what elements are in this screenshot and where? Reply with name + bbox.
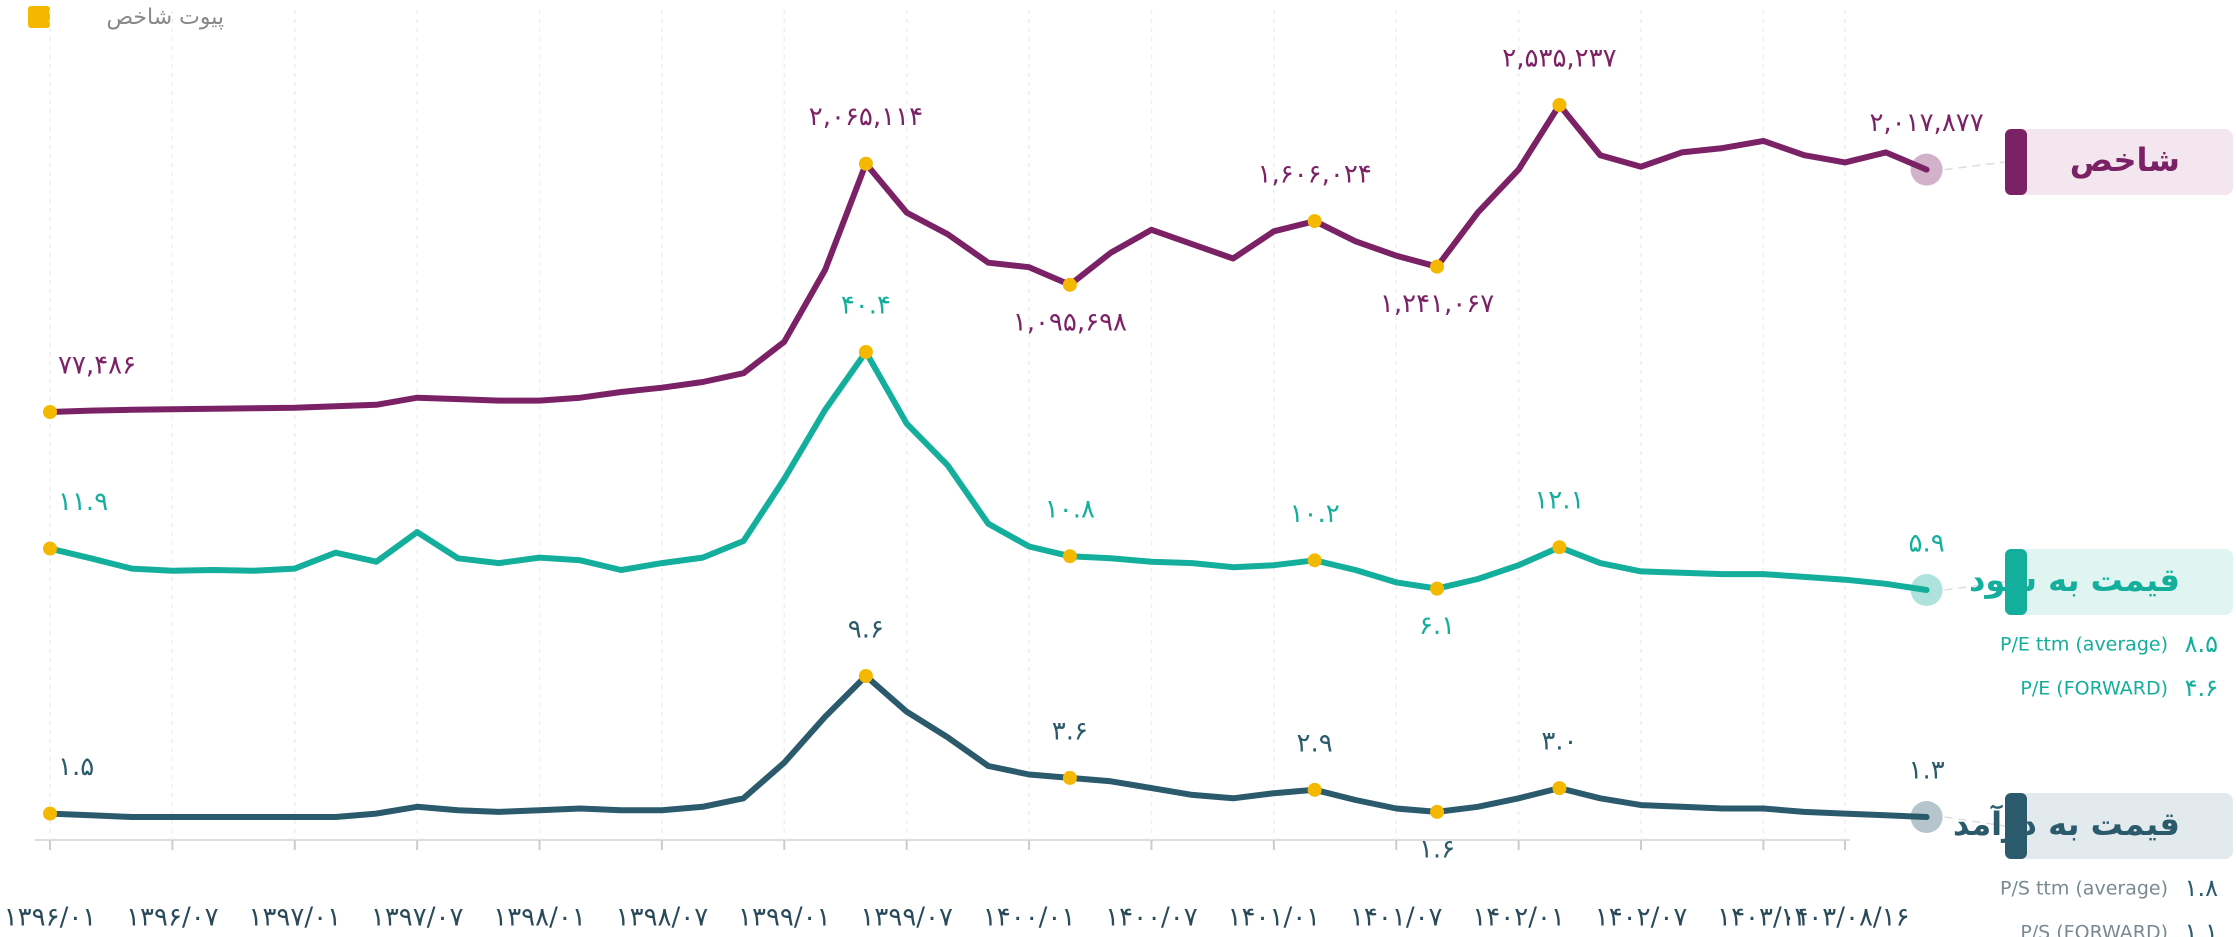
- series-name: قیمت به درآمد: [1953, 804, 2180, 843]
- metric-label: P/E ttm (average): [2000, 634, 2168, 656]
- x-tick-label: ۱۳۹۹/۰۷: [860, 903, 953, 933]
- pivot-point: [1062, 549, 1077, 564]
- value-label: ۲.۹: [1297, 728, 1333, 758]
- series-line: [47, 349, 1930, 593]
- value-label: ۲,۵۳۵,۲۳۷: [1502, 44, 1616, 74]
- x-tick-label: ۱۳۹۶/۰۷: [126, 903, 219, 933]
- x-tick-label: ۱۴۰۳/۰۸/۱۶: [1780, 903, 1909, 933]
- value-label: ۳.۶: [1052, 716, 1088, 746]
- pivot-point: [1062, 770, 1077, 785]
- metric-label: P/E (FORWARD): [2020, 678, 2168, 700]
- connector: [1944, 581, 2006, 591]
- pivot-point: [858, 345, 873, 359]
- x-tick-label: ۱۳۹۷/۰۱: [248, 903, 341, 933]
- pivot-point: [1552, 98, 1567, 112]
- pivot-point: [1307, 214, 1322, 229]
- value-label: ۵.۹: [1908, 529, 1944, 559]
- value-label: ۱۰.۲: [1290, 499, 1340, 529]
- series-card: [2005, 129, 2233, 195]
- value-label: ۱.۳: [1908, 756, 1944, 786]
- pivot-point: [858, 669, 873, 683]
- value-label: ۱۲.۱: [1534, 486, 1584, 516]
- metric-value: ۱.۱: [2185, 918, 2218, 937]
- x-tick-label: ۱۳۹۷/۰۷: [371, 903, 464, 933]
- series-line: [47, 673, 1930, 820]
- x-tick-label: ۱۴۰۰/۰۱: [983, 903, 1076, 933]
- pivot-point: [43, 806, 57, 821]
- value-label: ۹.۶: [848, 615, 884, 645]
- pivot-point: [1430, 259, 1445, 274]
- pivot-point: [858, 156, 873, 171]
- value-label: ۳.۰: [1541, 727, 1577, 757]
- connector: [1944, 816, 2006, 827]
- series-card-bar: [2005, 129, 2027, 195]
- x-tick-label: ۱۳۹۶/۰۱: [4, 903, 97, 933]
- series-name: قیمت به سود: [1969, 561, 2180, 599]
- value-label: ۶.۱: [1419, 611, 1455, 641]
- series-card-bar: [2005, 549, 2027, 615]
- x-tick-label: ۱۴۰۱/۰۱: [1228, 903, 1321, 933]
- metric-label: P/S (FORWARD): [2020, 922, 2168, 937]
- value-label: ۲,۰۶۵,۱۱۴: [809, 102, 923, 132]
- pivot-point: [43, 541, 57, 556]
- legend-swatch: [28, 6, 50, 28]
- x-tick-label: ۱۴۰۱/۰۷: [1350, 903, 1443, 933]
- pivot-point: [1552, 781, 1567, 796]
- metric-value: ۴.۶: [2185, 674, 2218, 702]
- pivot-point: [1430, 581, 1445, 596]
- value-label: ۱.۶: [1419, 834, 1455, 864]
- value-label: ۱۰.۸: [1045, 495, 1095, 525]
- x-tick-label: ۱۴۰۲/۰۷: [1595, 903, 1688, 933]
- end-marker: [1910, 801, 1943, 833]
- x-tick-label: ۱۴۰۳/۰۱: [1717, 903, 1810, 933]
- value-label: ۷۷,۴۸۶: [58, 351, 136, 381]
- value-label: ۱,۶۰۶,۰۲۴: [1258, 160, 1372, 190]
- value-label: ۴۰.۴: [841, 291, 891, 321]
- series-name: شاخص: [2070, 141, 2180, 179]
- end-marker: [1910, 153, 1943, 186]
- metric-label: P/S ttm (average): [2000, 878, 2168, 900]
- connector: [1944, 161, 2006, 171]
- value-label: ۱۱.۹: [58, 487, 108, 517]
- series-line: [47, 102, 1930, 415]
- series-card: [2005, 793, 2233, 859]
- x-tick-label: ۱۳۹۸/۰۱: [493, 903, 586, 933]
- pivot-point: [1307, 782, 1322, 797]
- pivot-point: [1430, 804, 1445, 819]
- x-tick-label: ۱۳۹۸/۰۷: [616, 903, 709, 933]
- end-marker: [1910, 574, 1943, 606]
- pivot-point: [1062, 277, 1077, 292]
- value-label: ۱,۰۹۵,۶۹۸: [1013, 307, 1127, 337]
- x-tick-label: ۱۴۰۰/۰۷: [1105, 903, 1198, 933]
- pivot-point: [1307, 553, 1322, 568]
- metric-value: ۱.۸: [2185, 874, 2219, 902]
- x-tick-label: ۱۳۹۹/۰۱: [738, 903, 831, 933]
- pivot-point: [1552, 540, 1567, 555]
- legend-label: پیوت شاخص: [106, 5, 224, 30]
- metric-value: ۸.۵: [2185, 630, 2218, 658]
- value-label: ۲,۰۱۷,۸۷۷: [1869, 108, 1983, 138]
- value-label: ۱,۲۴۱,۰۶۷: [1380, 289, 1494, 319]
- series-card: [2005, 549, 2233, 615]
- series-card-bar: [2005, 793, 2027, 859]
- pivot-point: [43, 405, 57, 419]
- x-tick-label: ۱۴۰۲/۰۱: [1472, 903, 1565, 933]
- value-label: ۱.۵: [58, 752, 94, 782]
